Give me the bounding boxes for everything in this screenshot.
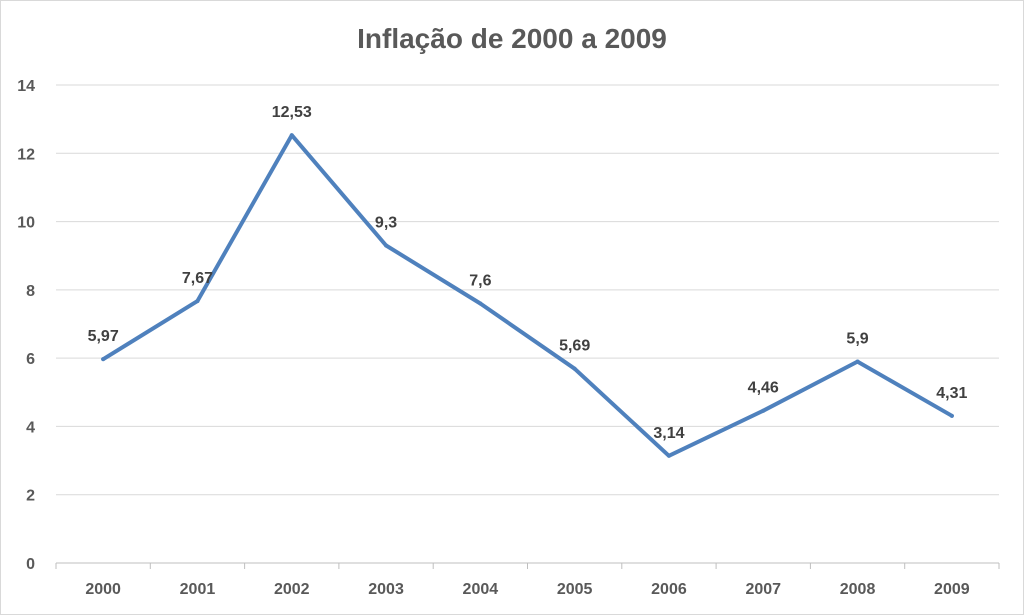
x-tick-label: 2001 bbox=[180, 581, 216, 598]
x-tick-label: 2009 bbox=[934, 581, 970, 598]
x-tick-label: 2005 bbox=[557, 581, 593, 598]
y-tick-label: 6 bbox=[26, 351, 35, 368]
x-tick-label: 2003 bbox=[368, 581, 404, 598]
data-label: 7,67 bbox=[182, 270, 213, 287]
data-label: 4,31 bbox=[936, 385, 967, 402]
data-label: 9,3 bbox=[375, 214, 397, 231]
data-label: 5,97 bbox=[88, 328, 119, 345]
y-tick-label: 0 bbox=[26, 556, 35, 573]
x-tick-label: 2000 bbox=[85, 581, 121, 598]
data-point bbox=[949, 413, 954, 418]
x-tick-label: 2006 bbox=[651, 581, 687, 598]
y-tick-label: 10 bbox=[17, 215, 35, 232]
y-tick-label: 2 bbox=[26, 488, 35, 505]
x-axis bbox=[55, 562, 1000, 569]
data-labels: 5,97 7,67 12,53 9,3 7,6 5,69 3,14 4,46 5,9 4,31 bbox=[88, 104, 968, 442]
data-label: 12,53 bbox=[272, 104, 312, 121]
y-axis-tick-labels: 0 2 4 6 8 10 12 14 bbox=[17, 78, 35, 573]
data-label: 4,46 bbox=[748, 380, 779, 397]
data-point bbox=[478, 301, 483, 306]
y-tick-label: 12 bbox=[17, 146, 35, 163]
x-tick-label: 2008 bbox=[840, 581, 876, 598]
data-point bbox=[195, 299, 200, 304]
data-point bbox=[289, 133, 294, 138]
x-axis-tick-labels: 2000 2001 2002 2003 2004 2005 2006 2007 2008 2009 bbox=[85, 581, 969, 598]
x-tick-label: 2004 bbox=[463, 581, 499, 598]
y-tick-label: 4 bbox=[26, 419, 35, 436]
gridlines bbox=[56, 84, 999, 496]
data-point bbox=[384, 243, 389, 248]
series-line-group bbox=[101, 133, 954, 458]
data-label: 7,6 bbox=[469, 273, 491, 290]
y-tick-label: 8 bbox=[26, 283, 35, 300]
data-label: 5,9 bbox=[846, 331, 868, 348]
x-tick-label: 2007 bbox=[745, 581, 781, 598]
chart-title: Inflação de 2000 a 2009 bbox=[357, 23, 667, 54]
data-point bbox=[101, 357, 106, 362]
data-label: 5,69 bbox=[559, 338, 590, 355]
data-point bbox=[761, 408, 766, 413]
x-tick-label: 2002 bbox=[274, 581, 310, 598]
series-line bbox=[101, 133, 954, 458]
data-label: 3,14 bbox=[653, 425, 684, 442]
data-point bbox=[666, 453, 671, 458]
data-point bbox=[572, 366, 577, 371]
y-tick-label: 14 bbox=[17, 78, 35, 95]
data-point bbox=[855, 359, 860, 364]
